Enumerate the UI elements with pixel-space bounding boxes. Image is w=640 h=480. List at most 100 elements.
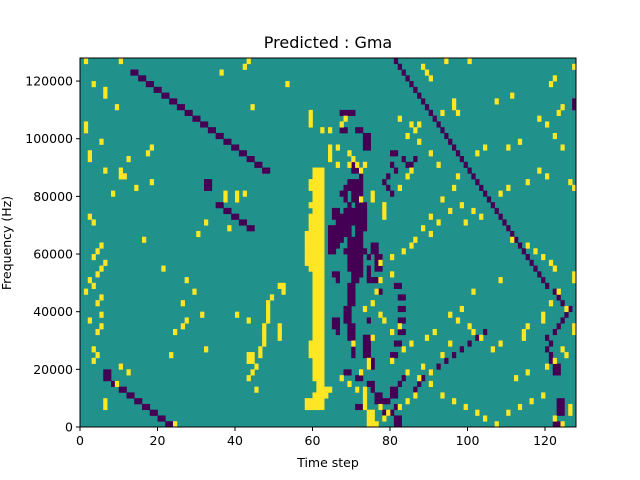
heatmap-cell xyxy=(316,202,321,209)
heatmap-cell xyxy=(440,196,445,203)
heatmap-cell xyxy=(320,328,325,336)
heatmap-cell xyxy=(316,334,321,341)
heatmap-cell xyxy=(145,150,151,157)
heatmap-cell xyxy=(397,403,402,411)
heatmap-cell xyxy=(103,403,108,411)
heatmap-cell xyxy=(343,184,348,191)
heatmap-cell xyxy=(347,225,352,232)
heatmap-cell xyxy=(328,242,333,249)
heatmap-cell xyxy=(312,179,317,186)
heatmap-cell xyxy=(312,300,317,307)
heatmap-cell xyxy=(355,230,360,238)
heatmap-cell xyxy=(525,179,530,186)
heatmap-cell xyxy=(359,242,364,249)
heatmap-cell xyxy=(316,236,321,243)
heatmap-cell xyxy=(312,254,317,261)
heatmap-cell xyxy=(161,92,166,99)
heatmap-cell xyxy=(359,202,364,209)
heatmap-cell xyxy=(351,213,356,220)
heatmap-cell xyxy=(316,248,321,255)
heatmap-cell xyxy=(359,167,364,174)
heatmap-cell xyxy=(157,86,162,93)
heatmap-cell xyxy=(262,328,267,336)
heatmap-cell xyxy=(91,81,96,88)
heatmap-cell xyxy=(138,398,143,405)
heatmap-cell xyxy=(359,369,364,376)
heatmap-cell xyxy=(316,398,321,405)
heatmap-cell xyxy=(312,282,317,289)
heatmap-cell xyxy=(235,190,240,197)
heatmap-cell xyxy=(560,317,565,324)
heatmap-cell xyxy=(223,207,228,215)
heatmap-cell xyxy=(331,242,337,249)
heatmap-cell xyxy=(316,328,321,336)
heatmap-cell xyxy=(374,398,379,405)
heatmap-cell xyxy=(452,98,457,105)
heatmap-cell xyxy=(405,132,410,140)
heatmap-cell xyxy=(401,294,406,301)
heatmap-cell xyxy=(316,196,321,203)
heatmap-cell xyxy=(572,328,577,336)
heatmap-cell xyxy=(355,248,360,255)
heatmap-cell xyxy=(87,156,92,163)
heatmap-cell xyxy=(347,305,352,313)
heatmap-cell xyxy=(366,132,371,140)
heatmap-cell xyxy=(351,288,356,295)
heatmap-cell xyxy=(362,248,368,255)
heatmap-cell xyxy=(339,236,344,243)
heatmap-cell xyxy=(351,236,356,243)
heatmap-cell xyxy=(331,225,337,232)
heatmap-cell xyxy=(347,334,352,341)
heatmap-cell xyxy=(355,161,360,168)
heatmap-cell xyxy=(452,398,457,405)
heatmap-cell xyxy=(405,398,410,405)
heatmap-cell xyxy=(436,161,441,168)
heatmap-cell xyxy=(343,311,348,318)
heatmap-cell xyxy=(312,225,317,232)
heatmap-cell xyxy=(312,357,317,364)
heatmap-cell xyxy=(328,248,333,255)
heatmap-cell xyxy=(339,121,344,128)
heatmap-cell xyxy=(359,213,364,220)
heatmap-cell xyxy=(107,375,112,382)
heatmap-cell xyxy=(545,346,550,353)
heatmap-cell xyxy=(548,81,554,88)
heatmap-cell xyxy=(359,230,364,238)
heatmap-cell xyxy=(335,230,340,238)
heatmap-cell xyxy=(537,271,542,278)
heatmap-cell xyxy=(440,109,445,117)
heatmap-cell xyxy=(328,225,333,232)
heatmap-cell xyxy=(258,352,263,359)
heatmap-cell xyxy=(347,259,352,266)
heatmap-cell xyxy=(556,109,561,117)
heatmap-cell xyxy=(362,207,368,215)
heatmap-cell xyxy=(320,363,325,370)
heatmap-cell xyxy=(219,69,224,76)
heatmap-cell xyxy=(242,63,247,70)
heatmap-cell xyxy=(359,190,364,197)
y-tick-label: 0 xyxy=(65,420,73,435)
heatmap-cell xyxy=(366,352,371,359)
heatmap-cell xyxy=(262,334,267,341)
heatmap-cell xyxy=(161,415,166,422)
heatmap-cell xyxy=(463,219,468,226)
heatmap-cell xyxy=(409,340,414,347)
heatmap-cell xyxy=(359,173,364,180)
heatmap-cell xyxy=(103,259,108,266)
heatmap-cell xyxy=(238,219,244,226)
heatmap-cell xyxy=(335,277,340,284)
heatmap-cell xyxy=(545,334,550,341)
heatmap-cell xyxy=(390,254,395,261)
heatmap-cell xyxy=(390,392,395,399)
heatmap-cell xyxy=(312,213,317,220)
heatmap-cell xyxy=(258,346,263,353)
heatmap-cell xyxy=(312,277,317,284)
heatmap-cell xyxy=(312,375,317,382)
heatmap-cell xyxy=(362,213,368,220)
heatmap-cell xyxy=(448,138,453,145)
heatmap-cell xyxy=(355,196,360,203)
heatmap-cell xyxy=(316,311,321,318)
heatmap-cells xyxy=(83,58,577,428)
heatmap-cell xyxy=(424,104,430,111)
